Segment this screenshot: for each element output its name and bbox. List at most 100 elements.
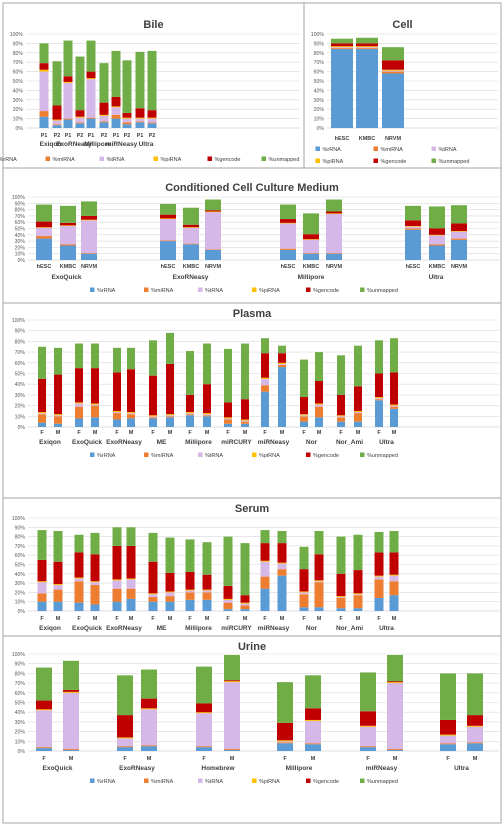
legend-label: %tRNA <box>107 157 125 163</box>
legend-label: %miRNA <box>381 147 404 153</box>
y-tick-label: 0% <box>18 425 26 431</box>
y-tick-label: 80% <box>13 51 24 57</box>
bar-segment <box>277 682 293 723</box>
bar-segment <box>299 591 309 593</box>
bar-segment <box>202 599 212 611</box>
bar-segment <box>75 117 85 123</box>
bar-segment <box>467 715 483 726</box>
bar-segment <box>440 673 456 720</box>
y-tick-label: 10% <box>15 600 26 606</box>
bar-segment <box>74 581 84 603</box>
bar-segment <box>37 559 47 582</box>
y-tick-label: 70% <box>15 681 26 687</box>
legend-swatch <box>45 156 50 161</box>
panel-frame <box>2 497 502 637</box>
bar-segment <box>390 338 398 373</box>
bar-segment <box>277 543 287 563</box>
bar-segment <box>148 597 158 602</box>
category-label: P1 <box>113 133 120 139</box>
bar-segment <box>166 416 174 418</box>
y-tick-label: 20% <box>15 245 26 251</box>
bar-segment <box>451 231 467 239</box>
bar-segment <box>91 404 99 406</box>
y-tick-label: 40% <box>15 382 26 388</box>
y-tick-label: 90% <box>13 41 24 47</box>
bar-segment <box>360 747 376 751</box>
bar-segment <box>467 742 483 744</box>
bar-segment <box>300 397 308 415</box>
bar-segment <box>54 374 62 415</box>
bar-segment <box>75 110 85 117</box>
legend-label: %gencode <box>313 453 339 459</box>
category-label: F <box>226 616 230 622</box>
category-label: M <box>69 756 74 762</box>
category-label: F <box>283 756 287 762</box>
bar-segment <box>39 111 49 117</box>
y-tick-label: 100% <box>10 32 24 38</box>
bar-segment <box>99 122 109 128</box>
category-label: P1 <box>41 133 48 139</box>
bar-segment <box>303 213 319 235</box>
bar-segment <box>224 680 240 682</box>
bar-segment <box>336 597 346 598</box>
group-label: ExoRNeasy <box>106 625 142 632</box>
bar-segment <box>53 584 63 585</box>
bar-segment <box>280 222 296 224</box>
bar-segment <box>127 418 135 427</box>
legend-swatch <box>252 778 257 783</box>
category-label: F <box>115 616 119 622</box>
bar-segment <box>113 410 121 413</box>
y-tick-label: 60% <box>13 70 24 76</box>
bar-segment <box>354 386 362 411</box>
bar-segment <box>277 741 293 743</box>
bar-segment <box>122 112 132 118</box>
bar-segment <box>336 608 346 611</box>
bar-segment <box>223 536 233 586</box>
legend-swatch <box>90 778 95 783</box>
bar-segment <box>86 79 96 118</box>
bar-segment <box>375 373 383 398</box>
bar-segment <box>63 40 73 77</box>
bar-segment <box>185 599 195 611</box>
bar-segment <box>166 332 174 364</box>
bar-segment <box>278 362 286 364</box>
bar-segment <box>278 363 286 365</box>
bar-segment <box>63 119 73 128</box>
group-label: Millipore <box>286 765 313 772</box>
bar-segment <box>202 574 212 590</box>
panel-plasma: Plasma 0% 10% 20% 30% 40% 50% 60% 70% 80% 90% 100% F… <box>2 302 502 499</box>
bar-segment <box>336 573 346 597</box>
y-tick-label: 50% <box>314 79 325 85</box>
bar-segment <box>86 71 96 79</box>
panel-cell: Cell 0% 10% 20% 30% 40% 50% 60% 70% 80% 90% 100% hES… <box>303 2 502 169</box>
bar-segment <box>360 711 376 726</box>
bar-segment <box>278 367 286 427</box>
bar-segment <box>63 749 79 751</box>
y-tick-label: 90% <box>15 329 26 335</box>
bar-segment <box>429 206 445 229</box>
bar-segment <box>54 423 62 427</box>
bar-segment <box>315 352 323 381</box>
bar-segment <box>261 338 269 354</box>
bar-segment <box>126 545 136 579</box>
bar-segment <box>166 363 174 415</box>
group-label: ExoQuick <box>43 765 73 772</box>
bar-segment <box>52 61 62 106</box>
bar-segment <box>451 231 467 232</box>
category-label: NRVM <box>205 264 222 270</box>
bar-segment <box>63 118 73 120</box>
bar-segment <box>389 574 399 576</box>
y-tick-label: 10% <box>314 117 325 123</box>
bar-segment <box>91 405 99 418</box>
panel-frame <box>2 302 502 499</box>
bar-segment <box>387 681 403 683</box>
category-label: hESC <box>335 136 350 142</box>
bar-segment <box>374 576 384 580</box>
bar-segment <box>127 414 135 419</box>
bar-segment <box>305 719 321 721</box>
bar-segment <box>127 413 135 415</box>
bar-segment <box>224 654 240 681</box>
bar-segment <box>303 253 319 260</box>
bar-segment <box>277 575 287 611</box>
